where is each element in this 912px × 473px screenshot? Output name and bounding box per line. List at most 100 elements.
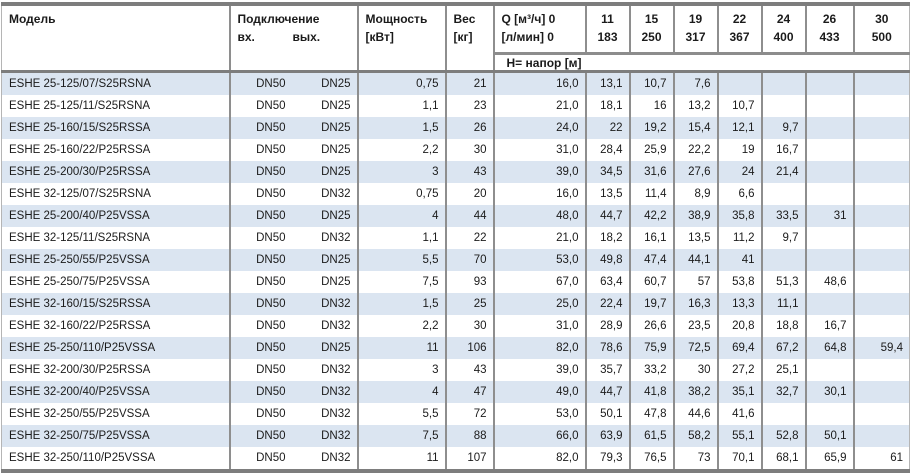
col-header-flow-30: 30 500 bbox=[853, 4, 910, 54]
table-body: ESHE 25-125/07/S25RSNA DN50 DN25 0,75 21 16,0… bbox=[1, 71, 910, 471]
cell-head-q0: 16,0 bbox=[493, 71, 587, 95]
cell-head-q0: 21,0 bbox=[493, 95, 587, 117]
cell-head-q0: 82,0 bbox=[493, 447, 587, 471]
cell-head-q26 bbox=[805, 227, 855, 249]
table-row: ESHE 32-160/15/S25RSSA DN50 DN32 1,5 25 25,0 2… bbox=[1, 293, 910, 315]
cell-conn-in: DN50 bbox=[229, 425, 292, 447]
flow-lmin-label: [л/мин] 0 bbox=[501, 30, 554, 44]
cell-head-q11: 22 bbox=[585, 117, 631, 139]
cell-head-q30 bbox=[853, 381, 910, 403]
cell-conn-in: DN50 bbox=[229, 205, 292, 227]
cell-conn-in: DN50 bbox=[229, 293, 292, 315]
cell-head-q11: 49,8 bbox=[585, 249, 631, 271]
cell-weight-kg: 20 bbox=[445, 183, 495, 205]
cell-head-q11: 44,7 bbox=[585, 205, 631, 227]
cell-conn-out: DN32 bbox=[291, 381, 359, 403]
cell-power-kw: 3 bbox=[357, 359, 447, 381]
cell-power-kw: 11 bbox=[357, 447, 447, 471]
table-row: ESHE 25-200/30/P25RSSA DN50 DN25 3 43 39,0 34,… bbox=[1, 161, 910, 183]
cell-power-kw: 0,75 bbox=[357, 183, 447, 205]
table-row: ESHE 25-200/40/P25VSSA DN50 DN25 4 44 48,0 44,… bbox=[1, 205, 910, 227]
cell-head-q11: 22,4 bbox=[585, 293, 631, 315]
cell-head-q11: 13,1 bbox=[585, 71, 631, 95]
cell-power-kw: 11 bbox=[357, 337, 447, 359]
cell-power-kw: 4 bbox=[357, 205, 447, 227]
cell-head-q30 bbox=[854, 271, 910, 293]
flow-m3h-value: 22 bbox=[732, 12, 747, 26]
cell-weight-kg: 25 bbox=[445, 293, 495, 315]
cell-conn-out: DN25 bbox=[291, 139, 359, 161]
cell-conn-in: DN50 bbox=[256, 452, 286, 464]
table-row: ESHE 32-250/55/P25VSSA DN50 DN32 5,5 72 53,0 5… bbox=[1, 403, 910, 425]
cell-head-q0: 31,0 bbox=[493, 139, 587, 161]
cell-weight-kg: 43 bbox=[445, 359, 495, 381]
cell-head-q22: 19 bbox=[717, 139, 763, 161]
cell-conn-out: DN32 bbox=[291, 315, 359, 337]
cell-head-q19: 22,2 bbox=[673, 139, 719, 161]
cell-head-q30: 59,4 bbox=[853, 337, 910, 359]
cell-head-q19: 44,6 bbox=[673, 403, 719, 425]
cell-head-q11: 18,2 bbox=[585, 227, 631, 249]
cell-head-q26 bbox=[805, 95, 855, 117]
table-row: ESHE 32-200/40/P25VSSA DN50 DN32 4 47 49,0 44,… bbox=[1, 381, 910, 403]
cell-power-kw: 5,5 bbox=[357, 249, 447, 271]
cell-conn-out: DN32 bbox=[291, 359, 359, 381]
cell-head-q11: 63,4 bbox=[585, 271, 631, 293]
cell-head-q26 bbox=[805, 71, 855, 95]
cell-head-q30 bbox=[853, 117, 910, 139]
cell-head-q26: 48,6 bbox=[805, 271, 855, 293]
col-header-flow-zero: Q [м³/ч] 0 [л/мин] 0 bbox=[493, 4, 587, 54]
cell-head-q0: 39,0 bbox=[493, 161, 587, 183]
cell-head-q0: 31,0 bbox=[493, 315, 587, 337]
cell-head-q0: 25,0 bbox=[493, 293, 587, 315]
cell-weight-kg: 88 bbox=[445, 425, 495, 447]
cell-model: ESHE 25-250/110/P25VSSA bbox=[1, 337, 231, 359]
cell-head-q26: 50,1 bbox=[805, 425, 855, 447]
cell-conn-in: DN50 bbox=[256, 408, 286, 420]
flow-lmin-value: 367 bbox=[729, 30, 750, 44]
cell-head-q30 bbox=[854, 227, 910, 249]
cell-head-q19: 16,3 bbox=[673, 293, 719, 315]
cell-model: ESHE 25-160/15/S25RSSA bbox=[1, 117, 231, 139]
cell-head-q19: 58,2 bbox=[673, 425, 719, 447]
cell-conn-out: DN32 bbox=[291, 227, 359, 249]
cell-head-q0: 39,0 bbox=[493, 359, 587, 381]
cell-head-q11: 78,6 bbox=[585, 337, 631, 359]
cell-head-q0: 82,0 bbox=[493, 337, 587, 359]
cell-head-q15: 31,6 bbox=[629, 161, 675, 183]
cell-power-kw: 7,5 bbox=[357, 271, 447, 293]
cell-head-q24 bbox=[761, 403, 807, 425]
cell-head-q0: 49,0 bbox=[493, 381, 587, 403]
col-header-flow-11: 11 183 bbox=[585, 4, 631, 54]
cell-head-q11: 79,3 bbox=[585, 447, 631, 471]
cell-head-q30 bbox=[854, 315, 910, 337]
power-unit-label: [кВт] bbox=[365, 30, 394, 44]
cell-head-q26: 30,1 bbox=[805, 381, 855, 403]
cell-conn-in: DN50 bbox=[256, 100, 286, 112]
cell-head-q22: 55,1 bbox=[717, 425, 763, 447]
cell-head-q22: 12,1 bbox=[717, 117, 763, 139]
cell-head-q30 bbox=[854, 183, 910, 205]
flow-m3h-value: 24 bbox=[776, 12, 791, 26]
cell-power-kw: 0,75 bbox=[357, 71, 447, 95]
table-row: ESHE 25-125/07/S25RSNA DN50 DN25 0,75 21 16,0… bbox=[1, 71, 910, 95]
power-header-label: Мощность bbox=[365, 12, 428, 26]
cell-head-q26: 64,8 bbox=[805, 337, 855, 359]
cell-head-q0: 48,0 bbox=[493, 205, 587, 227]
cell-power-kw: 5,5 bbox=[357, 403, 447, 425]
cell-head-q30 bbox=[854, 359, 910, 381]
cell-head-q19: 38,2 bbox=[673, 381, 719, 403]
weight-unit-label: [кг] bbox=[453, 30, 473, 44]
cell-head-q22 bbox=[717, 71, 763, 95]
flow-m3h-value: 15 bbox=[644, 12, 659, 26]
col-header-flow-22: 22 367 bbox=[717, 4, 763, 54]
cell-head-q22: 13,3 bbox=[717, 293, 763, 315]
cell-head-q19: 73 bbox=[673, 447, 719, 471]
cell-weight-kg: 21 bbox=[445, 71, 495, 95]
cell-head-q22: 20,8 bbox=[717, 315, 763, 337]
cell-head-q15: 42,2 bbox=[629, 205, 675, 227]
cell-conn-out: DN32 bbox=[291, 183, 359, 205]
cell-head-q24: 33,5 bbox=[761, 205, 807, 227]
flow-m3h-value: 30 bbox=[875, 12, 889, 26]
